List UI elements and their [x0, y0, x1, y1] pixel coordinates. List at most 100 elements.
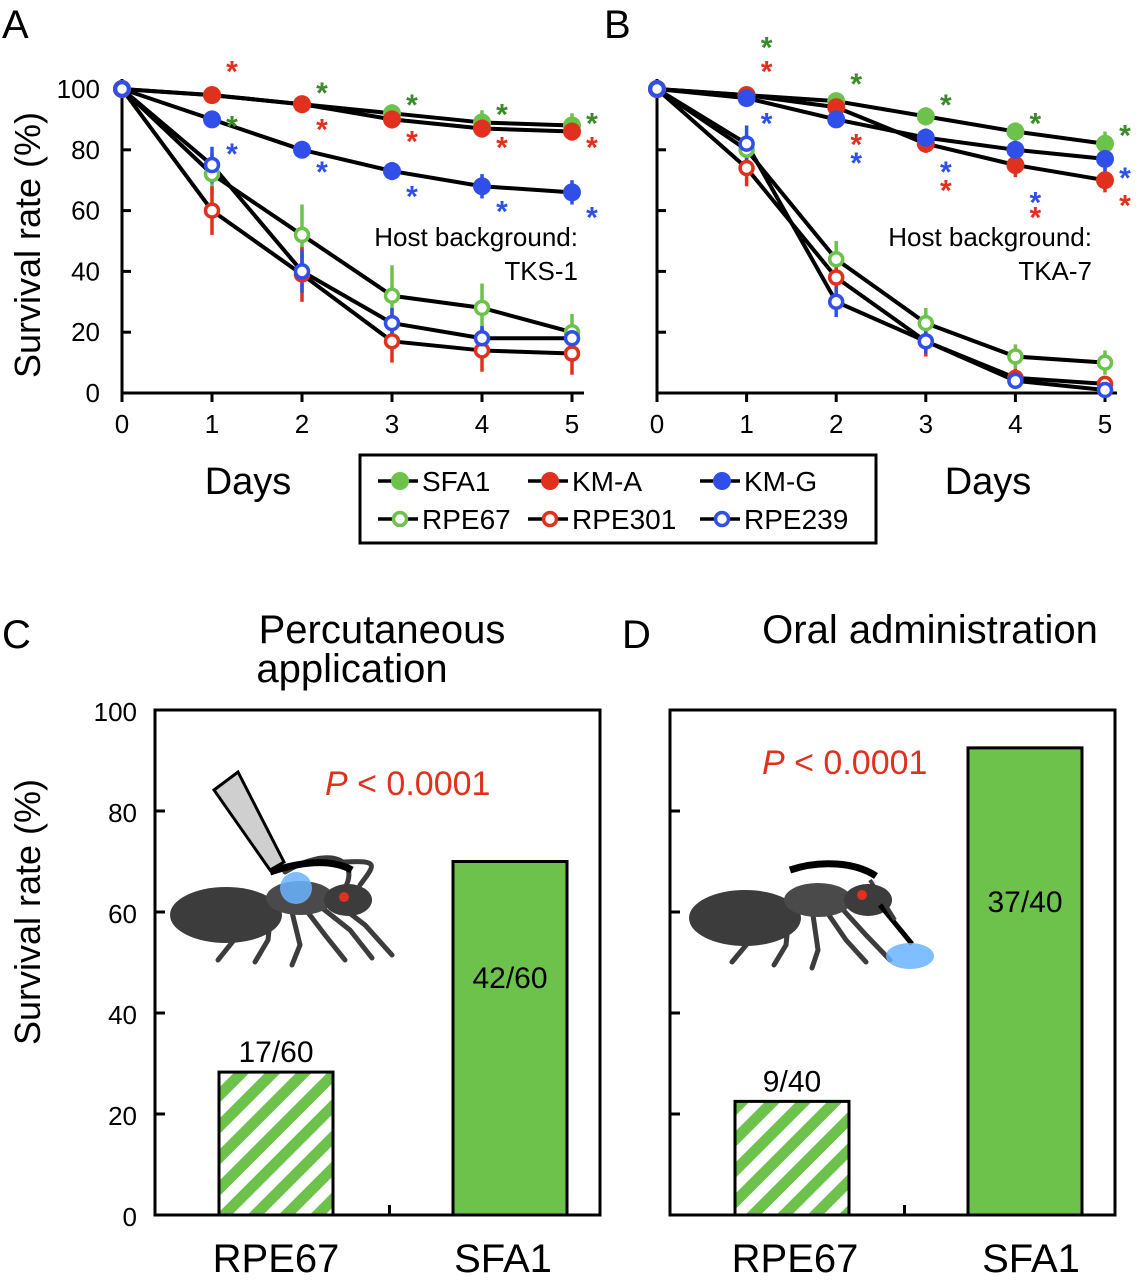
panel-a-point-rpe239: [113, 80, 131, 98]
legend-item-km-a-label: KM-A: [572, 466, 642, 497]
panel-b-point-rpe67: [1096, 354, 1114, 371]
ant-oral-illustration: [689, 860, 934, 971]
panel-b-significance-star: *: [850, 68, 862, 101]
ant-icon: [170, 855, 395, 968]
panel-a-xlabel: Days: [205, 461, 292, 503]
panel-b-xlabel: Days: [945, 461, 1032, 503]
panel-a-point-rpe67: [383, 287, 401, 304]
panel-c-p-rest: < 0.0001: [348, 765, 491, 803]
legend-item-sfa1-marker: [391, 472, 409, 490]
panel-a-significance-star: *: [316, 156, 328, 189]
panel-letter-b: B: [604, 3, 631, 47]
panel-b-point-km-g: [737, 89, 756, 108]
panel-d-title: Oral administration: [762, 608, 1098, 652]
panel-b-significance-star: *: [1119, 189, 1131, 222]
panel-a-x-tick-label: 4: [475, 409, 489, 439]
panel-a-series-line-rpe67: [120, 87, 573, 335]
panel-b-point-km-g: [1096, 149, 1114, 168]
panel-d-category-rpe67: RPE67: [732, 1237, 859, 1280]
ant-percutaneous-illustration: [170, 769, 395, 968]
panel-c-p-letter: P: [325, 765, 348, 803]
panel-c-plot-frame: [153, 708, 602, 1217]
panel-a-y-tick-label: 40: [71, 256, 100, 286]
legend-item-rpe239-label: RPE239: [744, 504, 848, 535]
panel-a-significance-star: *: [586, 107, 598, 140]
panel-b-x-tick-label: 2: [829, 409, 843, 439]
panel-b-point-rpe239: [648, 80, 666, 98]
panel-a-point-rpe301: [383, 333, 401, 350]
panel-b-x-tick-label: 1: [739, 409, 753, 439]
panel-a-point-km-g: [383, 162, 401, 181]
panel-letter-c: C: [2, 613, 31, 657]
panel-d-category-sfa1: SFA1: [982, 1237, 1080, 1280]
panel-b-series-line-rpe301: [655, 87, 1106, 386]
panel-a-point-km-g: [293, 140, 311, 159]
panel-a-point-rpe67: [473, 299, 491, 317]
panel-a-significance-star: *: [406, 126, 418, 159]
panel-a-y-tick-label: 80: [71, 135, 100, 165]
panel-a-significance-star: *: [586, 202, 598, 235]
panel-a-x-tick-label: 5: [565, 409, 579, 439]
panel-c-category-rpe67: RPE67: [213, 1237, 340, 1280]
panel-a-point-km-g: [473, 177, 491, 196]
panel-c-y-tick-label: 100: [94, 697, 137, 727]
legend-item-rpe67-label: RPE67: [422, 504, 511, 535]
panel-c-bar-rpe67: [217, 1070, 335, 1217]
panel-a-point-km-a: [563, 122, 581, 141]
panel-b-significance-star: *: [1030, 202, 1042, 235]
panel-b-line-chart: Host background: TKA-7 Days 0 1 2 3 4 5******…: [648, 31, 1131, 503]
panel-b-significance-star: *: [850, 147, 862, 180]
panel-a-point-rpe301: [563, 345, 581, 362]
panel-b-point-rpe67: [917, 314, 935, 332]
panel-c-title-line2: application: [256, 647, 447, 691]
panel-d-bar-chart: Oral administration P < 0.0001 9/40 RPE67…: [668, 608, 1117, 1280]
panel-b-point-km-g: [827, 110, 846, 129]
panel-b-significance-star: *: [940, 156, 952, 189]
panel-b-point-km-g: [916, 128, 935, 147]
panel-a-point-km-g: [563, 183, 581, 202]
panel-a-significance-star: *: [496, 196, 508, 229]
panel-b-series-line-rpe239: [655, 87, 1106, 392]
legend-item-rpe239-marker: [713, 510, 731, 528]
panel-a-x-tick-label: 3: [385, 409, 399, 439]
panel-b-significance-star: *: [850, 129, 862, 162]
panel-d-plot-frame: [668, 708, 1117, 1217]
panel-b-series-line-km-a: [656, 87, 1106, 183]
panel-a-point-km-a: [473, 119, 491, 138]
panel-d-bar-label-rpe67: 9/40: [763, 1065, 821, 1098]
panel-c-bar-chart: Percutaneous application Survival rate (…: [7, 608, 602, 1280]
panel-a-point-rpe239: [473, 330, 491, 347]
legend: SFA1 KM-A KM-G RPE67 RPE301 RPE239: [358, 453, 878, 545]
panel-b-point-km-a: [1096, 171, 1114, 190]
panel-d-bar-rpe67: [733, 1099, 851, 1217]
panel-b-x-tick-label: 4: [1008, 409, 1022, 439]
panel-b-point-rpe67: [827, 250, 845, 268]
panel-a-point-rpe239: [383, 314, 401, 332]
panel-b-point-km-g: [1006, 140, 1025, 159]
panel-d-bar-sfa1: [966, 746, 1084, 1217]
panel-a-significance-star: *: [406, 180, 418, 213]
panel-a-point-rpe239: [293, 263, 311, 280]
panel-b-point-rpe239: [827, 293, 845, 311]
panel-b-significance-star: *: [761, 31, 773, 64]
panel-a-significance-star: *: [226, 110, 238, 143]
panel-b-significance-star: *: [1030, 186, 1042, 219]
panel-d-bar-label-sfa1: 37/40: [987, 886, 1062, 919]
panel-a-significance-star: *: [316, 77, 328, 110]
panel-b-host-line1: Host background:: [888, 222, 1092, 252]
panel-c-ylabel: Survival rate (%): [7, 779, 48, 1045]
panel-a-point-rpe239: [563, 330, 581, 347]
panel-a-host-line1: Host background:: [374, 222, 578, 252]
panel-b-point-sfa1: [916, 107, 935, 126]
legend-item-km-g-marker: [713, 472, 731, 490]
panel-a-line-chart: Survival rate (%) Host background: TKS-1…: [7, 56, 598, 503]
panel-a-x-tick-label: 0: [115, 409, 129, 439]
panel-a-x-tick-label: 1: [205, 409, 219, 439]
panel-b-point-sfa1: [1096, 134, 1114, 153]
panel-a-significance-star: *: [226, 138, 238, 171]
panel-b-point-rpe67: [1007, 348, 1024, 365]
panel-c-title-line1: Percutaneous: [259, 608, 506, 652]
panel-a-series-line-rpe301: [120, 87, 573, 356]
panel-a-point-rpe239: [203, 156, 221, 174]
legend-item-km-a-marker: [541, 472, 559, 490]
